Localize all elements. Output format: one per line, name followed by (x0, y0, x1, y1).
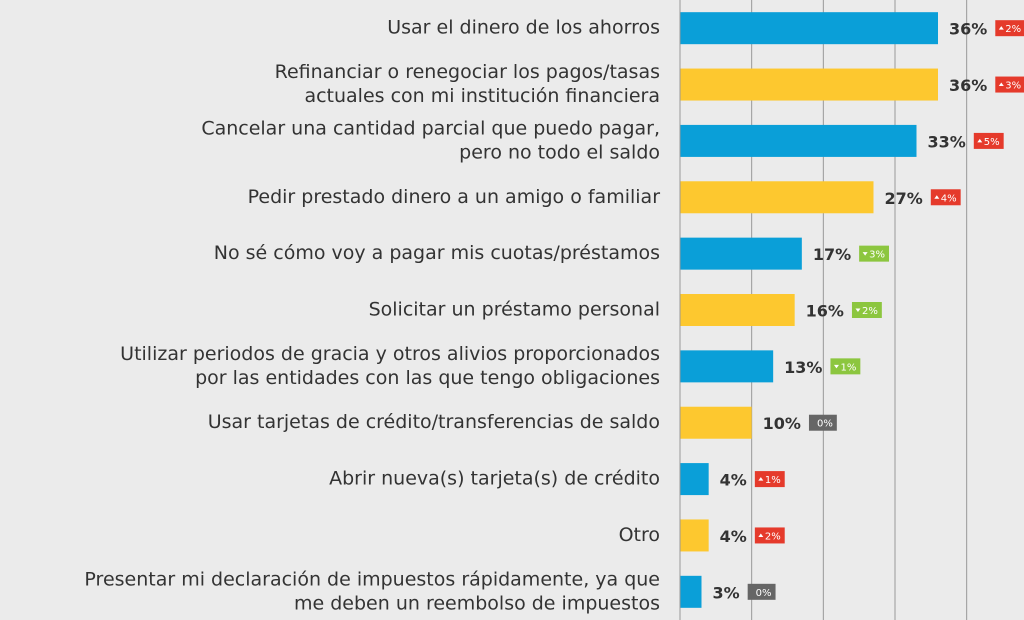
value-label: 4% (720, 471, 747, 490)
category-label: Usar el dinero de los ahorros (387, 17, 660, 39)
change-arrow (934, 195, 940, 199)
change-arrow (758, 533, 764, 537)
change-label: 4% (941, 193, 957, 204)
value-label: 33% (928, 132, 966, 151)
change-badge (851, 302, 882, 318)
change-arrow (833, 364, 839, 369)
change-label: 1% (765, 475, 781, 486)
change-badge (754, 527, 785, 544)
change-arrow (855, 308, 861, 312)
value-label: 3% (713, 583, 740, 602)
bar (680, 181, 874, 214)
change-badge (995, 20, 1024, 37)
category-label: Otro (619, 524, 660, 546)
category-label: Abrir nueva(s) tarjeta(s) de crédito (329, 468, 660, 490)
change-label: 3% (1005, 81, 1021, 92)
change-label: 2% (862, 306, 878, 317)
bar (680, 406, 752, 439)
category-label: Refinanciar o renegociar los pagos/tasas (275, 61, 660, 83)
change-label: 5% (984, 137, 1000, 148)
category-label: Cancelar una cantidad parcial que puedo … (201, 117, 660, 139)
change-badge (754, 471, 785, 488)
value-label: 36% (949, 76, 987, 95)
category-label: Solicitar un préstamo personal (369, 299, 660, 321)
change-label: 1% (840, 362, 856, 373)
value-label: 13% (784, 358, 822, 377)
value-label: 27% (885, 189, 923, 208)
change-label: 0% (817, 419, 833, 430)
change-arrow (998, 26, 1004, 30)
category-label: Utilizar periodos de gracia y otros aliv… (120, 343, 660, 365)
change-label: 2% (1005, 24, 1021, 35)
change-arrow (977, 138, 983, 143)
bar (680, 294, 795, 326)
bar (680, 124, 917, 157)
change-label: 0% (756, 588, 772, 599)
change-badge (747, 583, 776, 600)
change-badge (930, 189, 961, 206)
category-label: No sé cómo voy a pagar mis cuotas/présta… (214, 242, 660, 264)
change-arrow (758, 477, 764, 481)
category-label: actuales con mi institución financiera (304, 85, 660, 107)
value-label: 16% (806, 302, 844, 321)
value-label: 36% (949, 20, 987, 39)
category-label: Pedir prestado dinero a un amigo o famil… (248, 186, 661, 208)
bar (680, 575, 702, 608)
category-label: Usar tarjetas de crédito/transferencias … (208, 411, 660, 433)
category-label: pero no todo el saldo (459, 141, 660, 163)
category-label: me deben un reembolso de impuestos (294, 592, 660, 614)
value-label: 17% (813, 245, 851, 264)
change-label: 3% (869, 250, 885, 261)
change-arrow (998, 82, 1004, 87)
bar (680, 519, 709, 552)
value-label: 4% (720, 527, 747, 546)
change-badge (995, 76, 1024, 93)
bar (680, 350, 774, 383)
change-badge (859, 245, 890, 262)
change-badge (973, 132, 1004, 149)
bar (680, 68, 938, 101)
value-label: 10% (763, 414, 801, 433)
change-badge (830, 358, 861, 375)
bar (680, 237, 802, 270)
category-label: Presentar mi declaración de impuestos rá… (84, 568, 660, 590)
bar (680, 463, 709, 496)
change-label: 2% (765, 531, 781, 542)
category-label: por las entidades con las que tengo obli… (195, 367, 660, 389)
change-arrow (862, 252, 868, 256)
bar (680, 12, 938, 45)
change-badge (808, 414, 837, 431)
